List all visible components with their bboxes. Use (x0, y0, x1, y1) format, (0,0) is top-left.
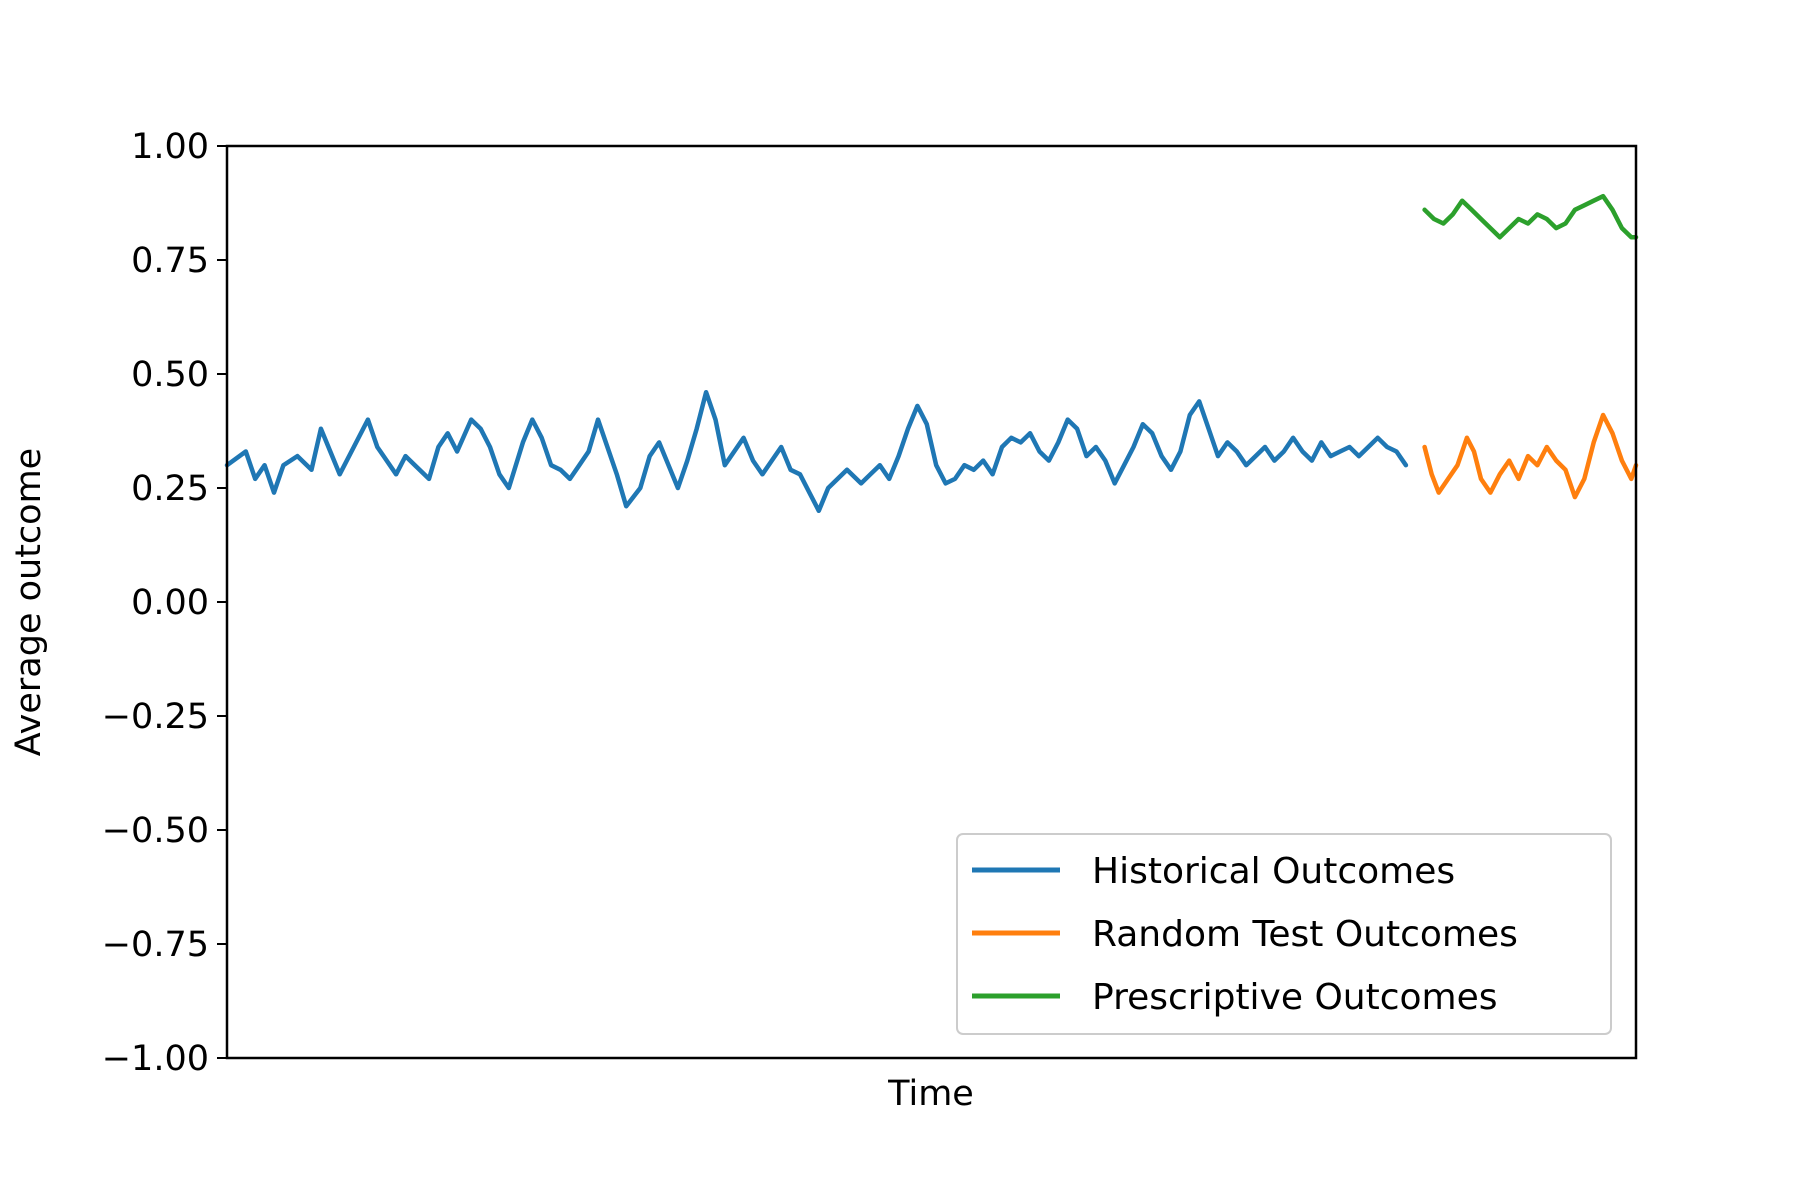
series-line-3 (1422, 193, 1639, 240)
y-tick-label: 0.75 (131, 241, 209, 281)
y-tick-label: 1.00 (131, 127, 209, 167)
y-tick-label: −1.00 (102, 1039, 209, 1079)
legend-box (956, 833, 1612, 1035)
y-tick-label: 0.25 (131, 469, 209, 509)
legend: Historical Outcomes Random Test Outcomes P… (956, 833, 1612, 1035)
legend-label: Historical Outcomes (1092, 851, 1455, 892)
legend-label: Prescriptive Outcomes (1092, 977, 1498, 1018)
series-line-2 (1422, 412, 1639, 500)
y-tick-label: −0.50 (102, 811, 209, 851)
y-tick-label: −0.75 (102, 925, 209, 965)
y-tick-label: 0.00 (131, 583, 209, 623)
y-tick-label: 0.50 (131, 355, 209, 395)
x-axis-label: Time (887, 1074, 974, 1114)
y-axis-label: Average outcome (9, 448, 49, 756)
y-axis: 1.00 0.75 0.50 0.25 0.00 −0.25 −0.50 −0.75 −1.00 (102, 127, 227, 1079)
plot-area (224, 193, 1639, 514)
legend-label: Random Test Outcomes (1092, 914, 1518, 955)
series-line-1 (224, 389, 1409, 514)
y-tick-label: −0.25 (102, 697, 209, 737)
